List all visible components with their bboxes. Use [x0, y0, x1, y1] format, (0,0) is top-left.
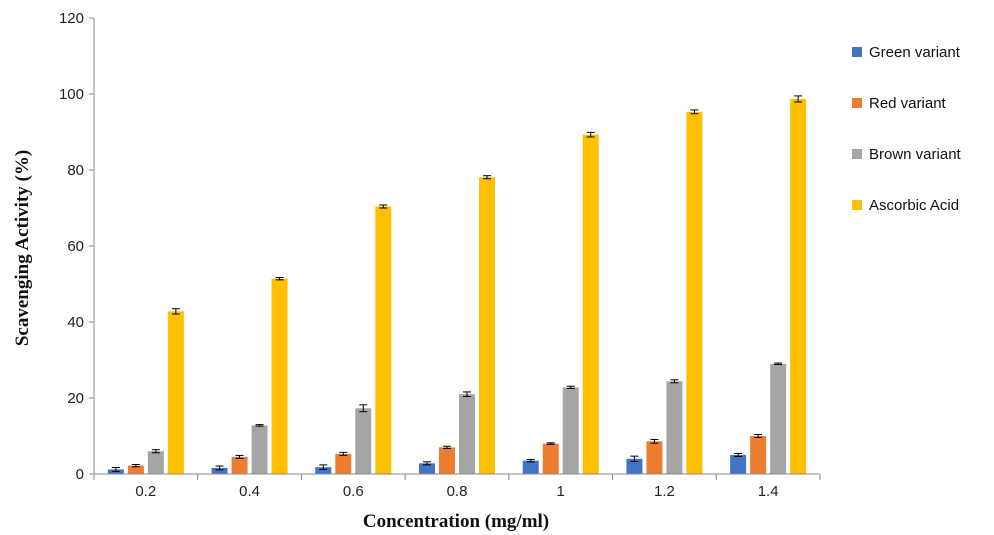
- bar: [479, 177, 495, 474]
- bar: [686, 111, 703, 475]
- bar: [335, 453, 352, 474]
- plot-area: 0 20 40 60 80 100 120 0.2 0.4 0.6 0.8 1 1.2 1.4: [59, 10, 821, 500]
- bar: [542, 443, 559, 474]
- bar: [459, 394, 475, 474]
- legend-swatch: [852, 200, 862, 210]
- y-tick-label: 100: [59, 86, 84, 103]
- bar: [355, 408, 372, 474]
- bar: [582, 134, 599, 474]
- x-tick-label: 0.2: [135, 483, 156, 500]
- bar: [375, 206, 392, 475]
- y-tick-label: 40: [67, 314, 84, 331]
- bar: [790, 98, 807, 474]
- bar: [750, 436, 767, 474]
- x-tick-label: 0.4: [239, 483, 260, 500]
- x-tick-label: 0.6: [343, 483, 364, 500]
- bar: [562, 387, 579, 474]
- x-tick-label: 0.8: [447, 483, 468, 500]
- x-ticks-group: 0.2 0.4 0.6 0.8 1 1.2 1.4: [93, 474, 821, 500]
- y-tick-label: 0: [76, 466, 84, 483]
- bar: [315, 467, 332, 474]
- legend-swatch: [852, 149, 862, 159]
- bar: [666, 381, 683, 474]
- legend: Green variant Red variant Brown variant Asc…: [852, 44, 962, 214]
- legend-label: Red variant: [869, 95, 947, 112]
- x-tick-label: 1.4: [758, 483, 779, 500]
- bar: [231, 456, 248, 474]
- bar: [439, 447, 455, 474]
- x-axis-title: Concentration (mg/ml): [363, 511, 549, 532]
- bar: [251, 425, 268, 474]
- x-tick-label: 1: [557, 483, 565, 500]
- y-ticks-group: 0 20 40 60 80 100 120: [59, 10, 94, 483]
- bar: [522, 460, 539, 474]
- error-bars-group: [111, 95, 803, 472]
- y-tick-label: 60: [67, 238, 84, 255]
- bar: [626, 458, 643, 474]
- bar: [167, 311, 184, 474]
- bar: [730, 455, 747, 474]
- x-tick-label: 1.2: [654, 483, 675, 500]
- y-axis-title: Scavenging Activity (%): [12, 150, 33, 346]
- bar: [271, 278, 288, 474]
- bar: [147, 451, 164, 474]
- bar: [419, 463, 435, 474]
- legend-swatch: [852, 47, 862, 57]
- legend-label: Ascorbic Acid: [869, 197, 959, 214]
- bar: [646, 441, 663, 474]
- bar: [770, 363, 787, 474]
- y-tick-label: 80: [67, 162, 84, 179]
- y-tick-label: 120: [59, 10, 84, 27]
- bar: [127, 465, 144, 474]
- legend-label: Green variant: [869, 44, 961, 61]
- legend-label: Brown variant: [869, 146, 962, 163]
- legend-swatch: [852, 98, 862, 108]
- bar: [211, 467, 228, 474]
- bars-group: [107, 98, 807, 475]
- y-tick-label: 20: [67, 390, 84, 407]
